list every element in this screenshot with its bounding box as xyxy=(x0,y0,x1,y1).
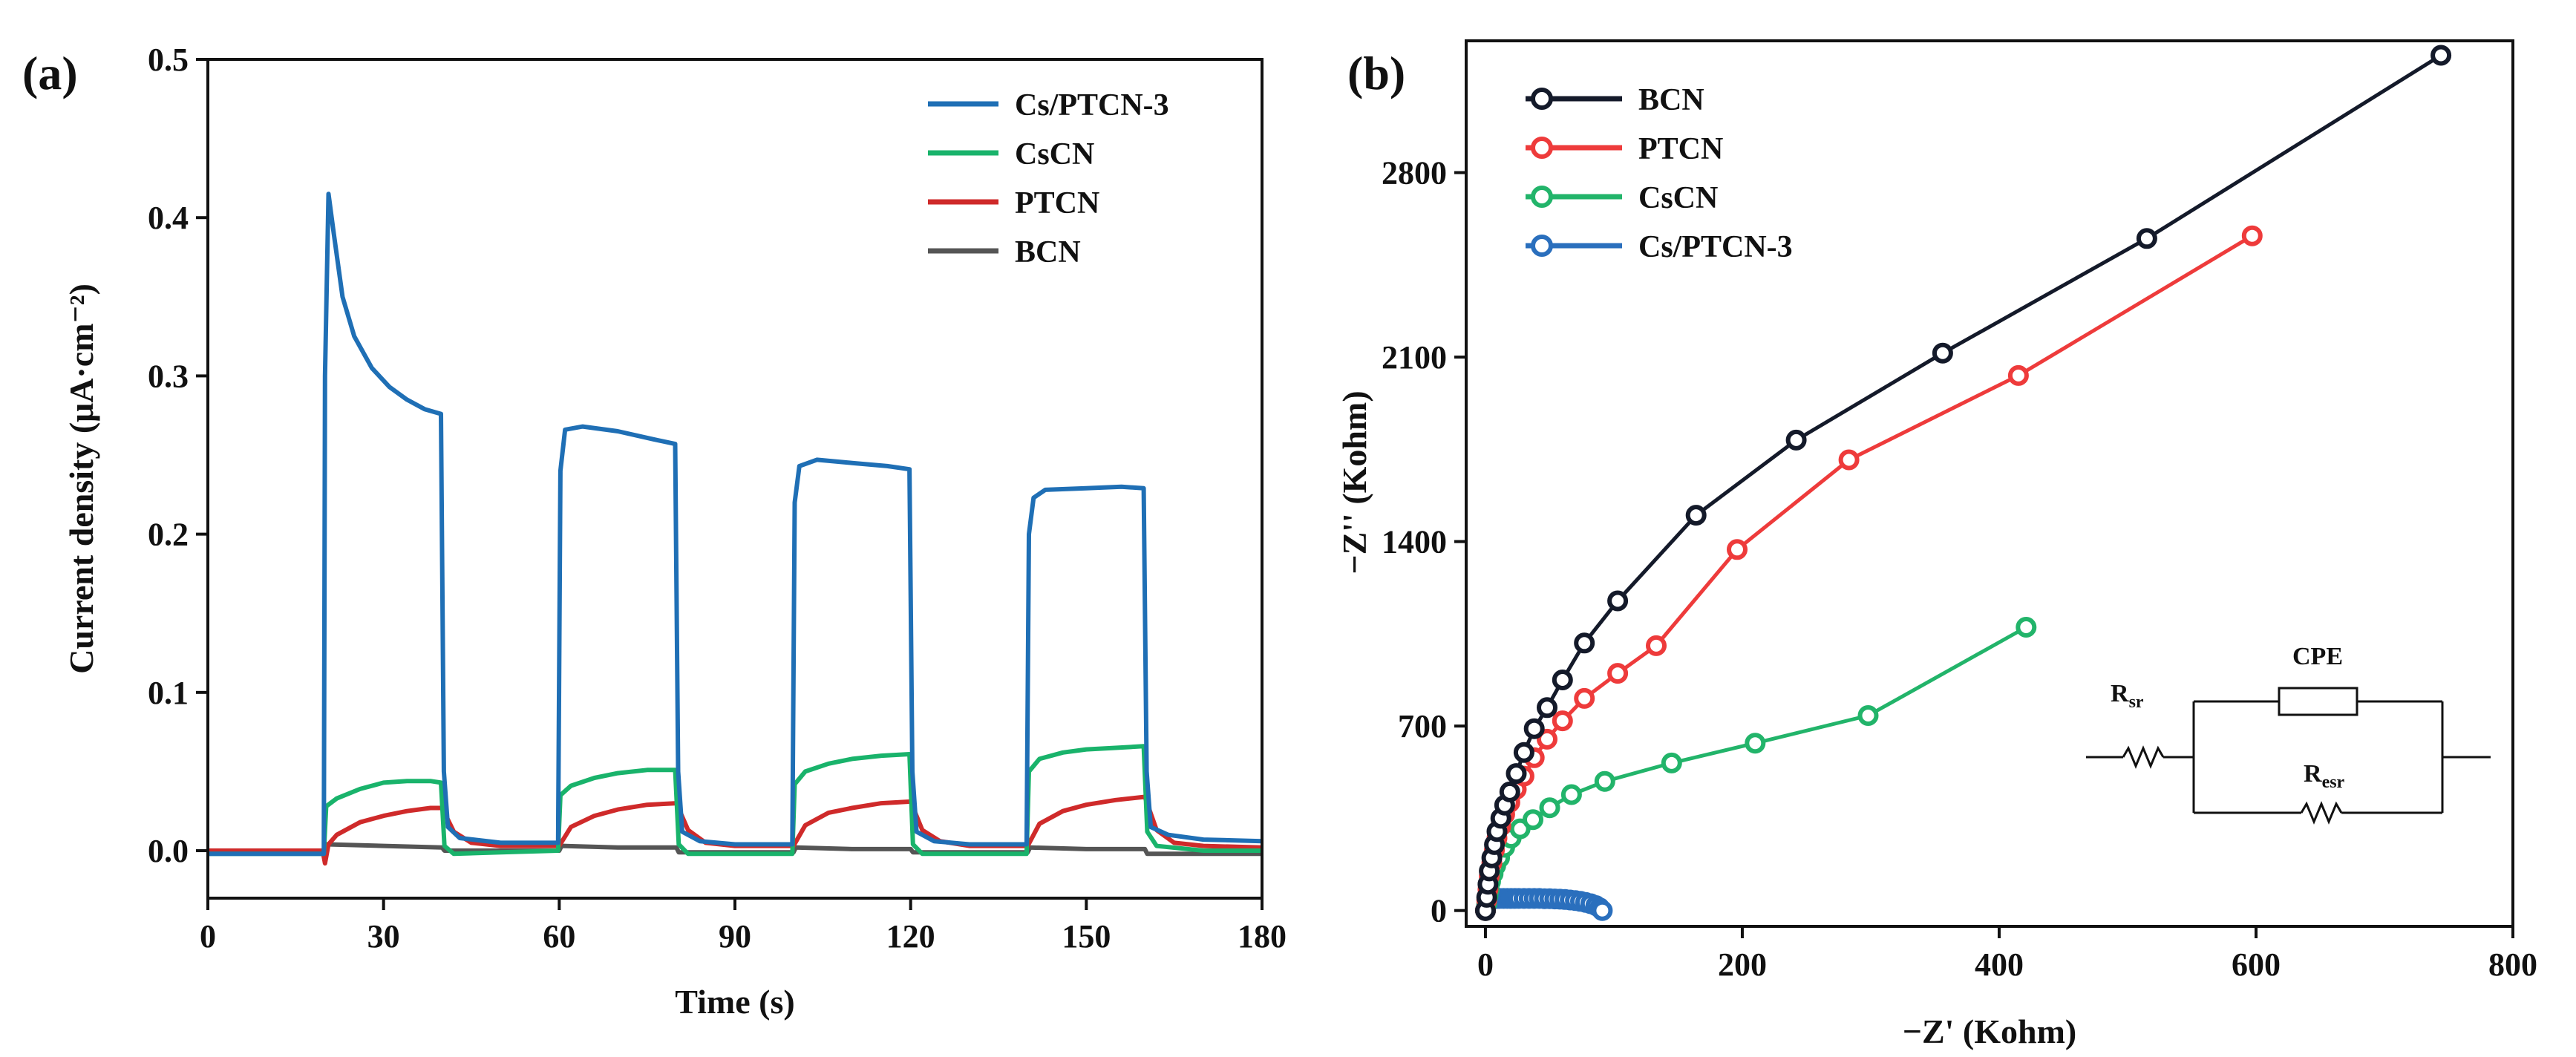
panel-b-y-tick-label-0: 0 xyxy=(1431,893,1447,929)
panel-b-x-tick-label-0: 0 xyxy=(1477,946,1494,983)
panel-a-transient-photocurrent: (a) 0 30 60 90 120 150 180 0.0 0.1 0.2 0.3 0.4 0.5 T… xyxy=(22,42,1287,1021)
panel-b-point-ptcn-18 xyxy=(1727,539,1748,560)
panel-a-y-tick-label-0: 0.0 xyxy=(148,833,189,869)
panel-b-point-bcn-9 xyxy=(1499,781,1520,802)
panel-b-series-group xyxy=(1475,45,2452,921)
panel-b-ticks: 0 200 400 600 800 0 700 1400 2100 2800 xyxy=(1382,155,2537,983)
panel-b-x-tick-label-1: 200 xyxy=(1718,946,1767,983)
panel-b-point-cscn-14 xyxy=(1594,770,1615,792)
panel-b-point-cscn-12 xyxy=(1539,797,1560,819)
panel-b-point-cscn-15 xyxy=(1661,752,1682,773)
panel-b-legend-label-bcn: BCN xyxy=(1638,83,1704,117)
rsr-label: Rsr xyxy=(2111,680,2144,712)
panel-b-point-bcn-21 xyxy=(2430,45,2452,66)
resistor-resr-symbol xyxy=(2300,801,2343,825)
panel-b-point-ptcn-19 xyxy=(1838,449,1860,471)
panel-b-point-bcn-10 xyxy=(1506,763,1527,785)
panel-b-point-ptcn-13 xyxy=(1537,728,1557,750)
panel-b-x-axis-title: −Z' (Kohm) xyxy=(1903,1012,2077,1050)
panel-b-legend-marker-cs-ptcn-3 xyxy=(1531,235,1553,257)
panel-b-point-bcn-20 xyxy=(2136,228,2157,249)
rsr-label-main: R xyxy=(2111,680,2129,707)
panel-b-legend-marker-bcn xyxy=(1531,88,1553,110)
panel-b-point-ptcn-15 xyxy=(1574,687,1595,709)
panel-b-plot-frame xyxy=(1465,39,2514,928)
resr-label-main: R xyxy=(2304,760,2322,788)
panel-b-point-bcn-11 xyxy=(1513,742,1534,763)
panel-b-point-bcn-13 xyxy=(1537,697,1557,719)
panel-b-point-ptcn-17 xyxy=(1646,635,1667,656)
panel-b-point-cscn-18 xyxy=(2016,617,2037,638)
panel-b-point-bcn-19 xyxy=(1932,342,1953,364)
panel-b-point-bcn-15 xyxy=(1574,632,1595,654)
resr-label-subscript: esr xyxy=(2322,773,2345,792)
panel-a-y-tick-label-2: 0.2 xyxy=(148,517,189,553)
panel-a-y-tick-label-4: 0.4 xyxy=(148,200,189,236)
panel-a-x-tick-label-1: 30 xyxy=(367,918,400,955)
panel-b-legend-label-cscn: CsCN xyxy=(1638,181,1718,215)
panel-a-label: (a) xyxy=(22,47,78,99)
panel-a-x-tick-label-2: 60 xyxy=(543,918,575,955)
panel-b-y-tick-label-3: 2100 xyxy=(1382,339,1447,376)
panel-b-y-axis-title: −Z'' (Kohm) xyxy=(1336,390,1373,574)
panel-b-point-cscn-11 xyxy=(1523,809,1543,831)
panel-a-ticks: 0 30 60 90 120 150 180 0.0 0.1 0.2 0.3 0.4 0.5 xyxy=(148,42,1287,955)
panel-a-series-group xyxy=(208,192,1263,866)
panel-b-point-bcn-18 xyxy=(1785,429,1807,451)
panel-a-legend: Cs/PTCN-3 CsCN PTCN BCN xyxy=(928,88,1169,269)
panel-a-legend-label-cscn: CsCN xyxy=(1015,137,1094,171)
panel-a-legend-label-cs-ptcn-3: Cs/PTCN-3 xyxy=(1015,88,1169,122)
panel-a-x-tick-label-4: 120 xyxy=(886,918,935,955)
panel-a-legend-label-ptcn: PTCN xyxy=(1015,186,1099,220)
panel-b-line-bcn xyxy=(1483,53,2442,911)
panel-b-nyquist-plot: (b) 0 200 400 600 800 0 700 1400 2100 2800 −Z' (K… xyxy=(1336,39,2537,1050)
panel-a-x-tick-label-5: 150 xyxy=(1062,918,1111,955)
panel-b-point-bcn-12 xyxy=(1523,718,1545,739)
panel-a-line-cs-ptcn-3 xyxy=(208,192,1263,857)
cpe-label: CPE xyxy=(2292,643,2343,670)
panel-a-legend-label-bcn: BCN xyxy=(1015,235,1081,269)
panel-b-point-ptcn-21 xyxy=(2241,225,2263,246)
panel-a-y-axis-title: Current density (μA·cm⁻²) xyxy=(62,284,100,674)
panel-b-y-tick-label-4: 2800 xyxy=(1382,155,1447,192)
panel-a-x-axis-title: Time (s) xyxy=(675,983,794,1021)
panel-a-y-tick-label-1: 0.1 xyxy=(148,675,189,711)
panel-b-point-bcn-17 xyxy=(1685,505,1707,526)
panel-a-y-tick-label-3: 0.3 xyxy=(148,358,189,394)
panel-b-point-bcn-14 xyxy=(1552,670,1573,690)
panel-b-legend-marker-ptcn xyxy=(1531,137,1553,159)
panel-b-point-cscn-13 xyxy=(1560,784,1582,805)
panel-b-line-ptcn xyxy=(1483,234,2254,911)
panel-b-x-tick-label-3: 600 xyxy=(2232,946,2281,983)
panel-a-y-tick-label-5: 0.5 xyxy=(148,42,189,78)
rsr-label-subscript: sr xyxy=(2129,693,2144,712)
panel-b-y-tick-label-2: 1400 xyxy=(1382,524,1447,560)
panel-b-x-tick-label-2: 400 xyxy=(1975,946,2024,983)
panel-b-point-ptcn-14 xyxy=(1552,710,1573,732)
panel-b-legend-label-ptcn: PTCN xyxy=(1638,132,1723,166)
panel-b-point-cs-ptcn-3-29 xyxy=(1592,900,1613,921)
panel-b-y-tick-label-1: 700 xyxy=(1398,708,1447,745)
panel-b-point-cscn-16 xyxy=(1745,733,1766,754)
panel-b-point-cscn-17 xyxy=(1857,705,1879,726)
panel-b-point-bcn-16 xyxy=(1607,590,1629,612)
panel-a-line-cscn xyxy=(208,744,1262,857)
panel-a-x-tick-label-6: 180 xyxy=(1238,918,1287,955)
equivalent-circuit-inset xyxy=(2086,687,2491,825)
panel-a-x-tick-label-3: 90 xyxy=(719,918,751,955)
panel-b-legend: BCN PTCN CsCN Cs/PTCN-3 xyxy=(1526,83,1793,264)
panel-a-x-tick-label-0: 0 xyxy=(200,918,216,955)
resistor-rsr-symbol xyxy=(2122,745,2165,769)
panel-b-legend-label-cs-ptcn-3: Cs/PTCN-3 xyxy=(1638,230,1793,264)
panel-b-x-tick-label-4: 800 xyxy=(2488,946,2537,983)
resr-label: Resr xyxy=(2304,760,2345,792)
panel-b-legend-marker-cscn xyxy=(1531,186,1553,208)
panel-b-point-ptcn-20 xyxy=(2007,364,2029,386)
cpe-element-symbol xyxy=(2278,687,2358,716)
panel-b-label: (b) xyxy=(1347,47,1405,99)
panel-a-plot-frame xyxy=(206,58,1264,900)
panel-b-point-ptcn-16 xyxy=(1607,663,1629,684)
